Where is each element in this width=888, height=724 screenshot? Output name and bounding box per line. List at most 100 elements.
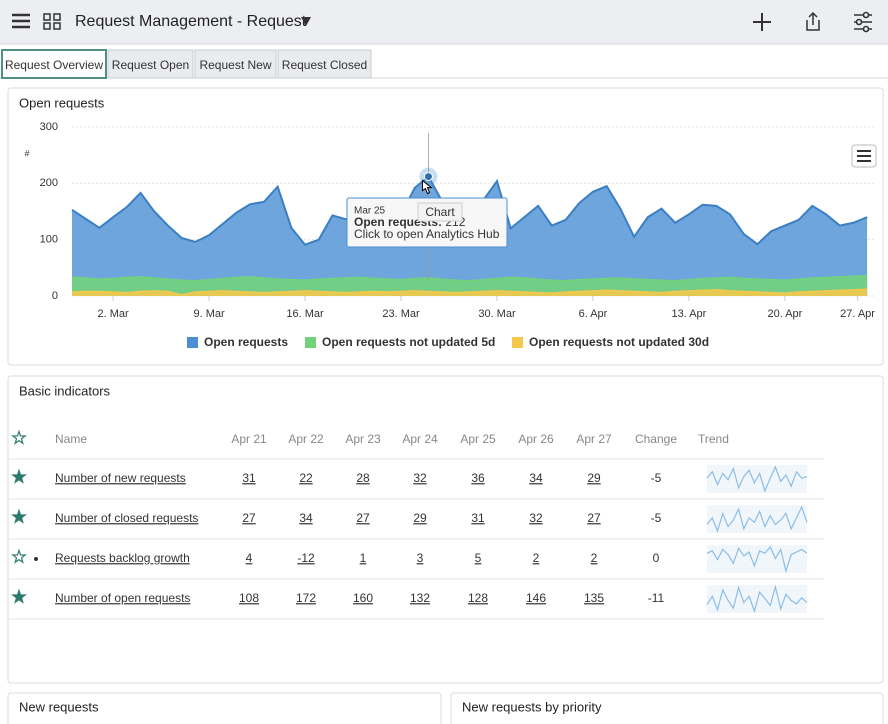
tab-label: Request Closed [282, 58, 367, 72]
tooltip-date: Mar 25 [354, 206, 386, 217]
column-header: Apr 21 [231, 432, 267, 446]
tab[interactable]: Request Open [107, 49, 194, 79]
x-tick-label: 27. Apr [840, 308, 875, 320]
sparkline [706, 545, 808, 574]
legend-item[interactable]: Open requests not updated 5d [305, 335, 495, 349]
star-outline[interactable] [11, 548, 27, 564]
sparkline-bg [707, 505, 807, 533]
column-header: Apr 24 [402, 432, 438, 446]
legend-swatch [305, 337, 316, 348]
legend-swatch [187, 337, 198, 348]
indicators-title: Basic indicators [19, 383, 111, 398]
y-tick-label: 200 [40, 177, 58, 189]
indicators-panel [7, 375, 884, 684]
tab-box [277, 49, 372, 79]
series-line [71, 288, 868, 296]
column-header: Apr 27 [576, 432, 612, 446]
star-filled[interactable] [11, 588, 27, 604]
x-tick-label: 13. Apr [671, 308, 706, 320]
page-title: Request Management - Request [75, 13, 307, 30]
tab[interactable]: Request Closed [277, 49, 372, 79]
chart-title: Open requests [19, 95, 105, 110]
indicator-value[interactable]: -12 [297, 551, 315, 565]
indicator-value[interactable]: 32 [413, 471, 427, 485]
star-filled[interactable] [11, 508, 27, 524]
indicator-name[interactable]: Number of closed requests [55, 511, 198, 525]
indicator-value[interactable]: 4 [246, 551, 253, 565]
indicator-value[interactable]: 36 [471, 471, 485, 485]
panel-title: New requests [19, 699, 99, 714]
indicator-change: -5 [651, 471, 662, 485]
pointer-tip: Chart [425, 205, 455, 219]
indicator-value[interactable]: 29 [413, 511, 427, 525]
tab-label: Request New [199, 58, 271, 72]
indicator-value[interactable]: 128 [468, 591, 488, 605]
indicator-value[interactable]: 31 [471, 511, 485, 525]
indicator-value[interactable]: 146 [526, 591, 546, 605]
x-tick-label: 16. Mar [286, 308, 324, 320]
x-tick-label: 30. Mar [478, 308, 516, 320]
column-header: Apr 23 [345, 432, 381, 446]
indicator-value[interactable]: 34 [529, 471, 543, 485]
indicator-value[interactable]: 31 [242, 471, 256, 485]
indicator-value[interactable]: 27 [242, 511, 256, 525]
tooltip-box [346, 197, 508, 248]
indicator-value[interactable]: 2 [591, 551, 598, 565]
x-tick-label: 9. Mar [194, 308, 226, 320]
indicator-value[interactable]: 172 [296, 591, 316, 605]
legend-swatch [512, 337, 523, 348]
panel [450, 692, 884, 724]
column-header: Name [55, 432, 87, 446]
header-bar [0, 0, 888, 44]
menu-icon[interactable] [12, 13, 30, 29]
indicator-value[interactable]: 3 [417, 551, 424, 565]
tab-label: Request Overview [5, 58, 103, 72]
x-tick-label: 2. Mar [98, 308, 130, 320]
panel-title: New requests by priority [462, 699, 602, 714]
status-dot [34, 557, 38, 561]
sparkline-bg [707, 585, 807, 613]
indicator-value[interactable]: 2 [533, 551, 540, 565]
hover-point [423, 172, 433, 182]
indicator-change: 0 [653, 551, 660, 565]
legend-item[interactable]: Open requests not updated 30d [512, 335, 709, 349]
indicator-value[interactable]: 132 [410, 591, 430, 605]
sparkline [706, 505, 808, 533]
indicator-value[interactable]: 160 [353, 591, 373, 605]
area [72, 176, 868, 296]
indicator-change: -11 [648, 591, 665, 605]
indicator-name[interactable]: Number of open requests [55, 591, 190, 605]
indicator-value[interactable]: 28 [356, 471, 370, 485]
chart-menu[interactable] [851, 144, 877, 168]
indicator-value[interactable]: 108 [239, 591, 259, 605]
indicator-value[interactable]: 5 [475, 551, 482, 565]
legend-item[interactable]: Open requests [187, 335, 288, 349]
settings-icon[interactable] [854, 11, 872, 33]
indicator-value[interactable]: 1 [360, 551, 367, 565]
star-filled[interactable] [11, 468, 27, 484]
tab[interactable]: Request New [194, 49, 277, 79]
indicator-value[interactable]: 22 [299, 471, 313, 485]
indicator-value[interactable]: 34 [299, 511, 313, 525]
x-tick-label: 23. Mar [382, 308, 420, 320]
indicator-value[interactable]: 29 [587, 471, 601, 485]
tab-box [1, 49, 107, 79]
indicator-value[interactable]: 27 [587, 511, 601, 525]
add-icon[interactable] [753, 13, 771, 31]
column-header: Apr 25 [460, 432, 496, 446]
x-tick-label: 6. Apr [579, 308, 608, 320]
tab-label: Request Open [112, 58, 189, 72]
apps-icon[interactable] [43, 13, 61, 30]
column-header: Apr 22 [288, 432, 324, 446]
indicator-name[interactable]: Number of new requests [55, 471, 186, 485]
indicator-value[interactable]: 32 [529, 511, 543, 525]
star-outline[interactable] [11, 429, 27, 445]
indicator-value[interactable]: 27 [356, 511, 370, 525]
share-icon[interactable] [806, 11, 820, 31]
indicator-name[interactable]: Requests backlog growth [55, 551, 190, 565]
tab[interactable]: Request Overview [1, 49, 107, 79]
indicator-value[interactable]: 135 [584, 591, 604, 605]
title-dropdown[interactable] [301, 17, 311, 26]
x-tick-label: 20. Apr [767, 308, 802, 320]
tab-box [194, 49, 277, 79]
